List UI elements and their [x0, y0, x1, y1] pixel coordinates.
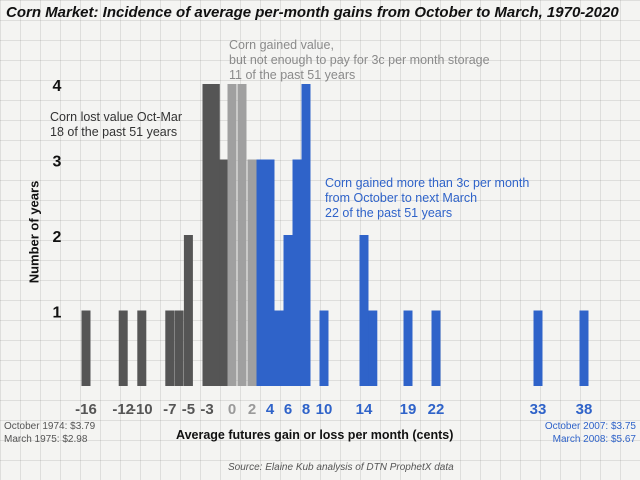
- bar-gained-22: [431, 310, 441, 386]
- bar-gained-7: [292, 159, 302, 386]
- x-tick-label: 4: [266, 401, 275, 418]
- bar-gained-5: [274, 310, 284, 386]
- bar-lost--7: [165, 310, 175, 386]
- annotation-lost-value-line-2: 18 of the past 51 years: [50, 125, 178, 139]
- note-left-line-2: March 1975: $2.98: [4, 434, 88, 445]
- bar-small-0: [227, 84, 237, 386]
- bar-small-2: [247, 159, 257, 386]
- bar-lost--5: [183, 235, 193, 386]
- bar-gained-15: [368, 310, 378, 386]
- y-tick-label: 4: [53, 78, 62, 95]
- bar-gained-10: [319, 310, 329, 386]
- y-tick-label: 2: [53, 229, 62, 246]
- annotation-gained-value-line-3: 22 of the past 51 years: [325, 206, 453, 220]
- annotation-small-gain-line-3: 11 of the past 51 years: [229, 68, 356, 82]
- bar-lost--1: [219, 159, 229, 386]
- annotation-gained-value-line-1: Corn gained more than 3c per month: [325, 176, 530, 190]
- y-tick-label: 3: [53, 154, 62, 171]
- bar-lost--2: [210, 84, 220, 386]
- x-tick-label: 22: [428, 401, 445, 418]
- annotation-lost-value-line-1: Corn lost value Oct-Mar: [50, 110, 182, 124]
- x-axis-label: Average futures gain or loss per month (…: [176, 428, 454, 442]
- annotation-small-gain-line-1: Corn gained value,: [229, 38, 334, 52]
- annotation-lost-value: Corn lost value Oct-Mar 18 of the past 5…: [50, 110, 182, 140]
- x-tick-label: 2: [248, 401, 256, 418]
- annotation-gained-value: Corn gained more than 3c per month from …: [325, 176, 529, 221]
- x-tick-label: -5: [182, 401, 195, 418]
- annotation-small-gain: Corn gained value, but not enough to pay…: [229, 38, 490, 83]
- note-left: October 1974: $3.79 March 1975: $2.98: [4, 420, 95, 446]
- y-axis-label: Number of years: [26, 180, 42, 284]
- bar-lost--10: [137, 310, 147, 386]
- x-tick-label: 0: [228, 401, 236, 418]
- bar-gained-4: [265, 159, 275, 386]
- bar-lost--16: [81, 310, 91, 386]
- annotation-gained-value-line-2: from October to next March: [325, 191, 478, 205]
- x-tick-label: 14: [356, 401, 373, 418]
- bar-lost--3: [202, 84, 212, 386]
- note-right: October 2007: $3.75 March 2008: $5.67: [545, 420, 636, 446]
- x-tick-label: -7: [163, 401, 176, 418]
- bar-gained-6: [283, 235, 293, 386]
- bar-gained-3: [256, 159, 266, 386]
- x-tick-label: 10: [316, 401, 333, 418]
- bar-gained-8: [301, 84, 311, 386]
- bar-gained-19: [403, 310, 413, 386]
- x-tick-label: -3: [200, 401, 213, 418]
- x-tick-label: 6: [284, 401, 292, 418]
- bar-lost--12: [118, 310, 128, 386]
- x-tick-label: 8: [302, 401, 310, 418]
- x-tick-label: -16: [75, 401, 97, 418]
- chart-title: Corn Market: Incidence of average per-mo…: [6, 4, 619, 21]
- note-left-line-1: October 1974: $3.79: [4, 421, 96, 432]
- x-tick-label: -12: [112, 401, 134, 418]
- note-right-line-2: March 2008: $5.67: [552, 434, 636, 445]
- x-tick-label: 33: [530, 401, 547, 418]
- note-right-line-1: October 2007: $3.75: [544, 421, 636, 432]
- source-note: Source: Elaine Kub analysis of DTN Proph…: [228, 462, 454, 473]
- bar-gained-14: [359, 235, 369, 386]
- annotation-small-gain-line-2: but not enough to pay for 3c per month s…: [229, 53, 490, 67]
- x-tick-label: 19: [400, 401, 417, 418]
- x-tick-label: -10: [131, 401, 153, 418]
- x-tick-label: 38: [576, 401, 593, 418]
- bar-lost--6: [174, 310, 184, 386]
- bar-small-1: [237, 84, 247, 386]
- bar-gained-38: [579, 310, 589, 386]
- y-tick-label: 1: [53, 305, 62, 322]
- bar-gained-33: [533, 310, 543, 386]
